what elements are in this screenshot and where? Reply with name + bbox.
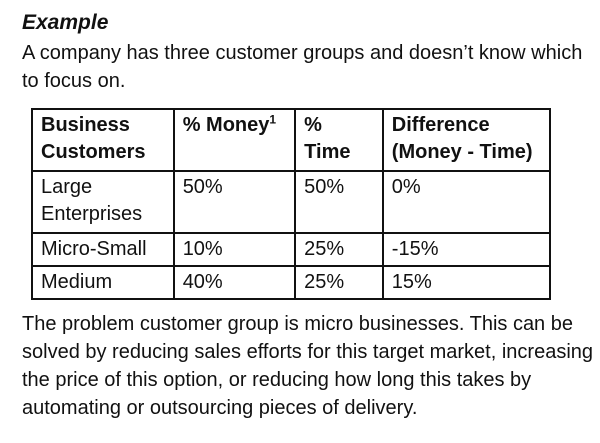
table-row: Medium 40% 25% 15% bbox=[31, 265, 552, 300]
cell-money: 40% bbox=[172, 265, 297, 300]
cell-group: Large Enterprises bbox=[31, 170, 175, 234]
header-difference: Difference (Money - Time) bbox=[381, 108, 552, 172]
table-row: Large Enterprises 50% 50% 0% bbox=[31, 170, 552, 234]
header-time: % Time bbox=[294, 108, 384, 172]
conclusion-paragraph: The problem customer group is micro busi… bbox=[22, 313, 594, 419]
cell-difference: 15% bbox=[381, 265, 552, 300]
cell-difference: -15% bbox=[381, 232, 552, 267]
cell-money: 50% bbox=[172, 170, 297, 234]
table-row: Micro-Small 10% 25% -15% bbox=[31, 232, 552, 267]
header-business-customers: Business Customers bbox=[31, 108, 175, 172]
intro-paragraph: A company has three customer groups and … bbox=[22, 42, 583, 92]
cell-group: Medium bbox=[31, 265, 175, 300]
cell-time: 25% bbox=[294, 232, 384, 267]
cell-time: 25% bbox=[294, 265, 384, 300]
cell-time: 50% bbox=[294, 170, 384, 234]
header-money-label: % Money bbox=[182, 114, 270, 136]
customer-groups-table: Business Customers % Money1 % Time Diffe… bbox=[31, 108, 552, 300]
cell-money: 10% bbox=[172, 232, 297, 267]
header-money: % Money1 bbox=[172, 108, 297, 172]
example-heading: Example bbox=[22, 11, 109, 34]
footnote-marker: 1 bbox=[269, 112, 277, 127]
cell-group: Micro-Small bbox=[31, 232, 175, 267]
table-header-row: Business Customers % Money1 % Time Diffe… bbox=[31, 108, 552, 172]
cell-difference: 0% bbox=[381, 170, 552, 234]
